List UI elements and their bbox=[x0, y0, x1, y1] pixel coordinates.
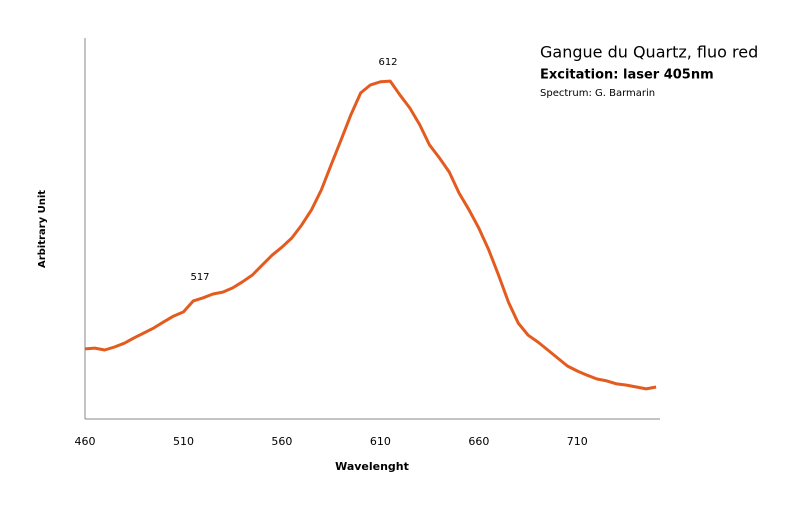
chart-credit: Spectrum: G. Barmarin bbox=[540, 88, 655, 99]
x-tick-label: 510 bbox=[173, 435, 194, 448]
chart-subtitle: Excitation: laser 405nm bbox=[540, 68, 714, 83]
chart-title: Gangue du Quartz, fluo red bbox=[540, 43, 758, 62]
x-tick-label: 560 bbox=[271, 435, 292, 448]
x-tick-label: 710 bbox=[567, 435, 588, 448]
x-tick-label: 660 bbox=[468, 435, 489, 448]
x-tick-label: 610 bbox=[370, 435, 391, 448]
x-axis-label: Wavelenght bbox=[335, 460, 409, 473]
annotation: 612 bbox=[378, 57, 397, 68]
data-line bbox=[84, 79, 657, 391]
annotation: 517 bbox=[190, 272, 209, 283]
x-tick-label: 460 bbox=[75, 435, 96, 448]
y-axis-label: Arbitrary Unit bbox=[37, 190, 48, 268]
